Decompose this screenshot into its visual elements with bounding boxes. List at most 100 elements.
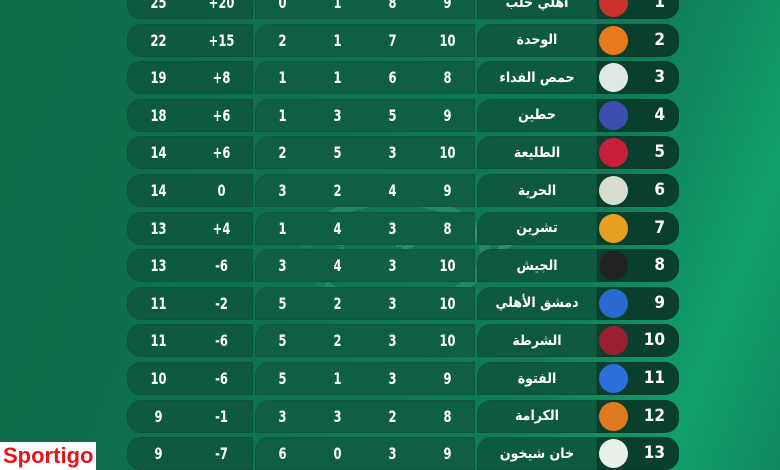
points-gd-segment: 22 +15 xyxy=(127,23,253,57)
rank-segment: 1 xyxy=(597,0,679,19)
team-name: أهلي حلب xyxy=(505,0,569,11)
drawn: 1 xyxy=(333,369,342,388)
played: 9 xyxy=(443,369,452,388)
goal-difference: -7 xyxy=(215,444,228,464)
team-segment: خان شيخون xyxy=(477,437,597,470)
played: 9 xyxy=(443,181,452,200)
team-segment: تشرين xyxy=(477,211,597,245)
record-segment: 3 4 3 10 xyxy=(255,249,475,283)
team-logo-icon xyxy=(599,213,628,243)
rank-segment: 10 xyxy=(597,324,679,358)
lost: 1 xyxy=(278,105,287,125)
points-gd-segment: 14 0 xyxy=(127,174,253,207)
team-name: الوحدة xyxy=(516,32,558,49)
played: 9 xyxy=(443,0,452,12)
played: 10 xyxy=(439,256,456,276)
played: 8 xyxy=(443,406,452,426)
rank: 4 xyxy=(654,104,665,125)
points: 14 xyxy=(150,143,167,163)
team-segment: الكرامة xyxy=(477,399,597,433)
table-row: 10 -6 5 1 3 9 الفتوة 11 xyxy=(127,362,679,395)
goal-difference: -6 xyxy=(215,369,228,388)
drawn: 3 xyxy=(333,406,342,426)
record-segment: 0 1 8 9 xyxy=(255,0,475,19)
drawn: 2 xyxy=(333,181,342,200)
table-row: 11 -6 5 2 3 10 الشرطة 10 xyxy=(127,324,679,358)
rank-segment: 8 xyxy=(597,249,679,283)
lost: 5 xyxy=(278,369,287,388)
team-logo-icon xyxy=(599,326,628,356)
drawn: 1 xyxy=(333,68,342,88)
rank: 10 xyxy=(643,330,665,351)
goal-difference: -6 xyxy=(215,331,228,351)
points-gd-segment: 10 -6 xyxy=(127,362,253,395)
played: 10 xyxy=(439,293,456,313)
table-row: 13 +4 1 4 3 8 تشرين 7 xyxy=(127,211,679,245)
points: 22 xyxy=(150,30,167,50)
rank: 11 xyxy=(643,368,665,388)
lost: 2 xyxy=(278,143,287,163)
goal-difference: 0 xyxy=(217,181,226,200)
won: 8 xyxy=(388,0,397,12)
won: 3 xyxy=(388,444,397,464)
drawn: 3 xyxy=(333,105,342,125)
record-segment: 1 4 3 8 xyxy=(255,211,475,245)
team-name: خان شيخون xyxy=(499,445,575,462)
team-logo-icon xyxy=(599,176,628,205)
record-segment: 2 5 3 10 xyxy=(255,136,475,170)
team-logo-icon xyxy=(599,25,628,55)
table-row: 22 +15 2 1 7 10 الوحدة 2 xyxy=(127,23,679,57)
rank: 13 xyxy=(643,443,665,464)
won: 3 xyxy=(388,143,397,163)
points: 18 xyxy=(150,105,167,125)
table-row: 14 0 3 2 4 9 الحرية 6 xyxy=(127,174,679,207)
table-row: 18 +6 1 3 5 9 حطين 4 xyxy=(127,98,679,132)
rank-segment: 12 xyxy=(597,399,679,433)
table-row: 19 +8 1 1 6 8 حمص الفداء 3 xyxy=(127,61,679,95)
team-logo-icon xyxy=(599,100,628,130)
points: 25 xyxy=(150,0,167,12)
goal-difference: -2 xyxy=(215,293,228,313)
lost: 2 xyxy=(278,30,287,50)
rank-segment: 3 xyxy=(597,61,679,95)
rank-segment: 7 xyxy=(597,211,679,245)
team-logo-icon xyxy=(599,138,628,168)
goal-difference: +15 xyxy=(208,30,235,50)
record-segment: 1 3 5 9 xyxy=(255,98,475,132)
rank: 8 xyxy=(654,255,665,276)
record-segment: 2 1 7 10 xyxy=(255,23,475,57)
table-row: 13 -6 3 4 3 10 الجيش 8 xyxy=(127,249,679,283)
record-segment: 6 0 3 9 xyxy=(255,437,475,470)
points: 13 xyxy=(150,218,167,238)
team-logo-icon xyxy=(599,63,628,93)
goal-difference: +6 xyxy=(212,105,231,125)
team-name: الكرامة xyxy=(515,408,559,425)
won: 3 xyxy=(388,218,397,238)
drawn: 1 xyxy=(333,30,342,50)
record-segment: 3 2 4 9 xyxy=(255,174,475,207)
played: 10 xyxy=(439,30,456,50)
brand-logo: Sportigo xyxy=(0,442,97,470)
team-name: الجيش xyxy=(516,257,558,274)
rank-segment: 5 xyxy=(597,136,679,170)
goal-difference: +8 xyxy=(212,68,231,88)
won: 7 xyxy=(388,30,397,50)
team-name: الحرية xyxy=(517,182,557,199)
played: 10 xyxy=(439,143,456,163)
lost: 5 xyxy=(278,331,287,351)
team-name: حطين xyxy=(518,107,556,124)
team-segment: أهلي حلب xyxy=(477,0,597,19)
rank-segment: 6 xyxy=(597,174,679,207)
team-name: حمص الفداء xyxy=(499,69,575,86)
points-gd-segment: 19 +8 xyxy=(127,61,253,95)
lost: 1 xyxy=(278,68,287,88)
won: 2 xyxy=(388,406,397,426)
rank: 3 xyxy=(654,67,665,88)
points-gd-segment: 9 -7 xyxy=(127,437,253,470)
team-segment: الفتوة xyxy=(477,362,597,395)
drawn: 2 xyxy=(333,293,342,313)
team-name: الطليعة xyxy=(513,144,561,161)
table-row: 9 -7 6 0 3 9 خان شيخون 13 xyxy=(127,437,679,470)
team-name: دمشق الأهلي xyxy=(495,295,579,312)
played: 9 xyxy=(443,444,452,464)
